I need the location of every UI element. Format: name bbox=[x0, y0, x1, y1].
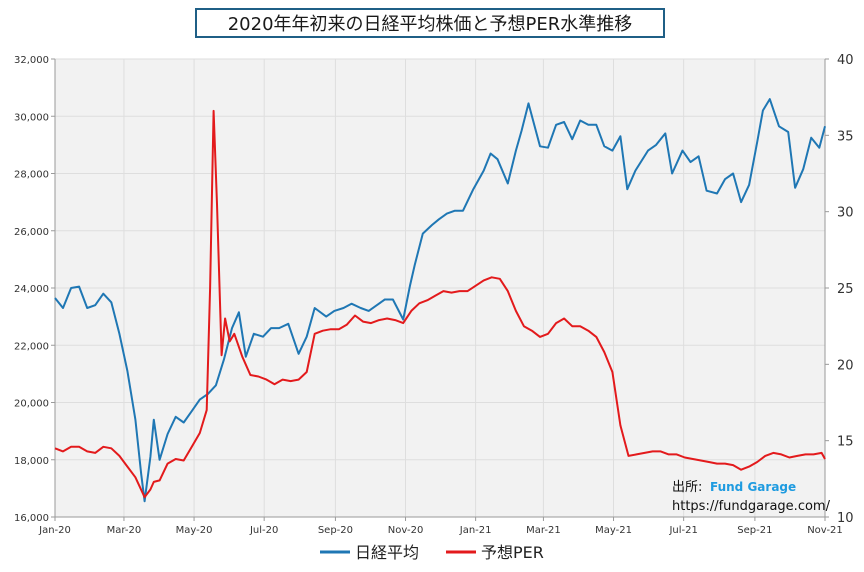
y-right-tick-label: 35 bbox=[837, 129, 854, 144]
y-left-tick-label: 18,000 bbox=[14, 456, 49, 467]
source-brand: Fund Garage bbox=[710, 480, 796, 494]
y-right-axis-ticks: 10 15 20 25 30 35 40 bbox=[825, 53, 854, 526]
x-tick-label: Nov-20 bbox=[388, 525, 424, 536]
y-left-tick-label: 20,000 bbox=[14, 399, 49, 410]
grid-lines bbox=[55, 58, 825, 518]
legend: 日経平均 予想PER bbox=[320, 543, 544, 562]
series-line-per bbox=[54, 109, 826, 499]
x-tick-label: May-21 bbox=[595, 525, 632, 536]
source-label: 出所: bbox=[672, 480, 702, 495]
chart-title-box: 2020年年初来の日経平均株価と予想PER水準推移 bbox=[195, 8, 665, 38]
x-tick-label: May-20 bbox=[176, 525, 213, 536]
x-tick-label: Jul-21 bbox=[668, 525, 697, 536]
y-left-tick-label: 32,000 bbox=[14, 55, 49, 66]
legend-label-nikkei: 日経平均 bbox=[355, 543, 419, 562]
x-tick-label: Mar-20 bbox=[107, 525, 142, 536]
x-tick-label: Jan-21 bbox=[459, 525, 492, 536]
y-right-tick-label: 30 bbox=[837, 206, 854, 221]
y-right-tick-label: 40 bbox=[837, 53, 854, 68]
x-tick-label: Jul-20 bbox=[249, 525, 278, 536]
y-right-tick-label: 25 bbox=[837, 282, 854, 297]
y-left-tick-label: 16,000 bbox=[14, 513, 49, 524]
series-line-nikkei bbox=[54, 98, 826, 503]
y-left-tick-label: 26,000 bbox=[14, 227, 49, 238]
legend-label-per: 予想PER bbox=[481, 543, 544, 562]
y-left-tick-label: 22,000 bbox=[14, 341, 49, 352]
y-left-tick-label: 28,000 bbox=[14, 170, 49, 181]
x-tick-label: Sep-21 bbox=[737, 525, 772, 536]
x-tick-label: Nov-21 bbox=[807, 525, 843, 536]
x-tick-label: Mar-21 bbox=[526, 525, 561, 536]
series-lines bbox=[54, 98, 826, 503]
source-url: https://fundgarage.com/ bbox=[672, 499, 831, 514]
chart-title: 2020年年初来の日経平均株価と予想PER水準推移 bbox=[227, 14, 633, 35]
y-right-tick-label: 20 bbox=[837, 358, 854, 373]
x-axis-ticks: Jan-20 Mar-20 May-20 Jul-20 Sep-20 Nov-20 Jan-… bbox=[38, 517, 843, 536]
x-tick-label: Jan-20 bbox=[38, 525, 71, 536]
y-right-tick-label: 10 bbox=[837, 511, 854, 526]
x-tick-label: Sep-20 bbox=[318, 525, 353, 536]
y-left-tick-label: 24,000 bbox=[14, 284, 49, 295]
y-left-axis-ticks: 16,000 18,000 20,000 22,000 24,000 26,000 28,0… bbox=[14, 55, 55, 524]
source-annotation: 出所: Fund Garage https://fundgarage.com/ bbox=[672, 480, 831, 514]
y-right-tick-label: 15 bbox=[837, 435, 854, 450]
y-left-tick-label: 30,000 bbox=[14, 112, 49, 123]
